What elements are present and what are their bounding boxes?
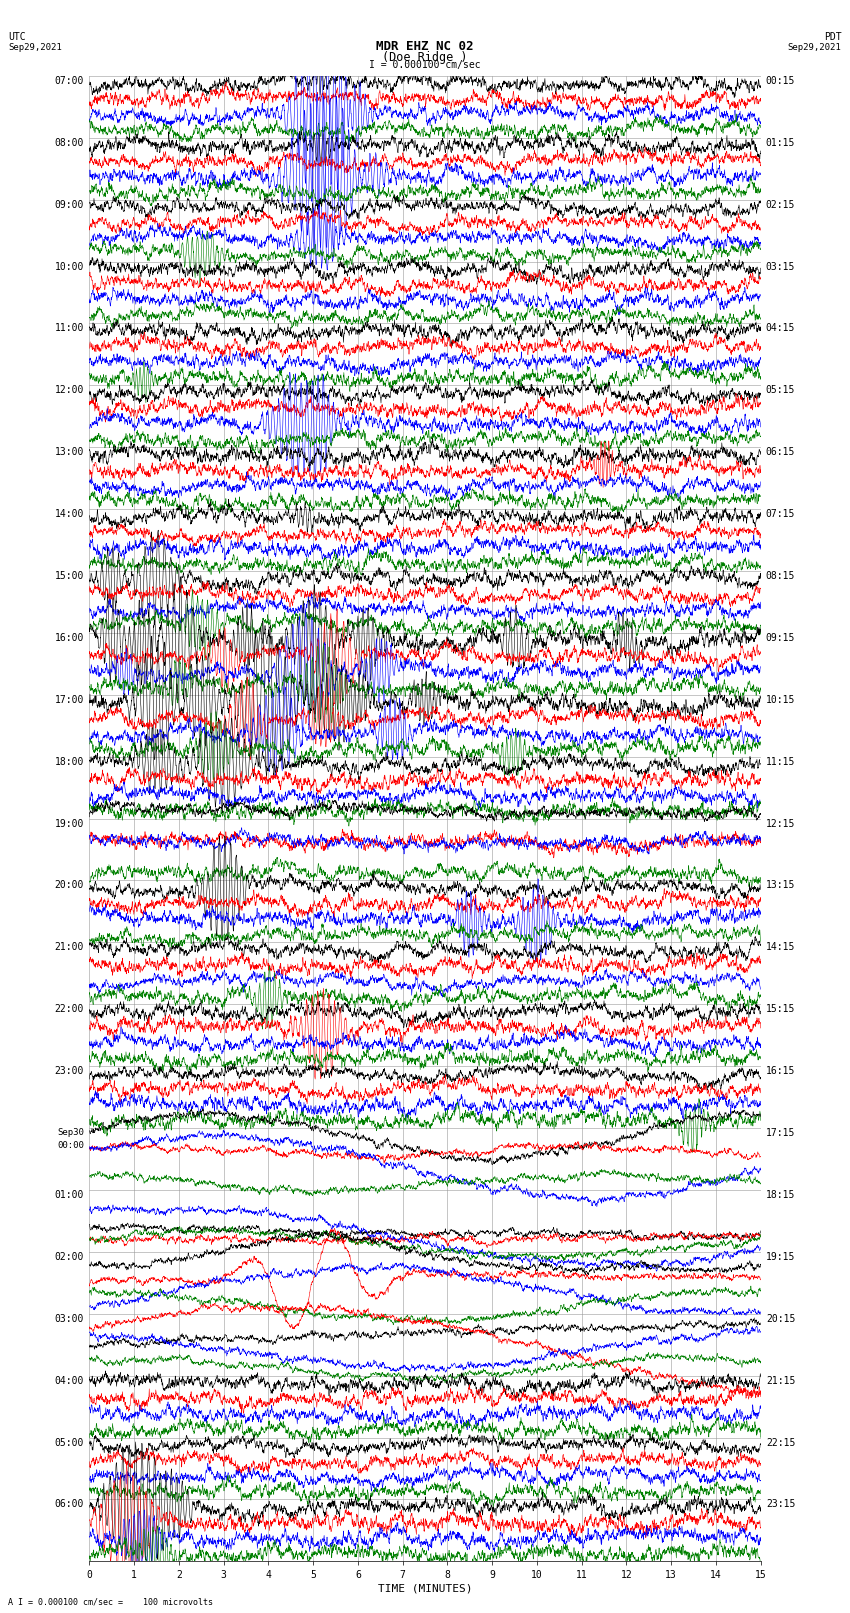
Text: 02:15: 02:15	[766, 200, 796, 210]
Text: 01:15: 01:15	[766, 137, 796, 148]
Text: 22:00: 22:00	[54, 1005, 84, 1015]
Text: 05:00: 05:00	[54, 1437, 84, 1447]
Text: MDR EHZ NC 02: MDR EHZ NC 02	[377, 39, 473, 53]
Text: 05:15: 05:15	[766, 386, 796, 395]
Text: 09:15: 09:15	[766, 632, 796, 644]
Text: 09:00: 09:00	[54, 200, 84, 210]
Text: 03:15: 03:15	[766, 261, 796, 271]
Text: 04:15: 04:15	[766, 324, 796, 334]
Text: 14:00: 14:00	[54, 510, 84, 519]
Text: 20:00: 20:00	[54, 881, 84, 890]
Text: 08:15: 08:15	[766, 571, 796, 581]
Text: 12:15: 12:15	[766, 819, 796, 829]
Text: 17:00: 17:00	[54, 695, 84, 705]
Text: 16:00: 16:00	[54, 632, 84, 644]
Text: 21:15: 21:15	[766, 1376, 796, 1386]
Text: 01:00: 01:00	[54, 1190, 84, 1200]
Text: 03:00: 03:00	[54, 1313, 84, 1324]
Text: 15:00: 15:00	[54, 571, 84, 581]
Text: 06:15: 06:15	[766, 447, 796, 456]
Text: 00:00: 00:00	[57, 1140, 84, 1150]
Text: (Doe Ridge ): (Doe Ridge )	[382, 50, 468, 65]
Text: 23:00: 23:00	[54, 1066, 84, 1076]
Text: 13:00: 13:00	[54, 447, 84, 456]
Text: 20:15: 20:15	[766, 1313, 796, 1324]
X-axis label: TIME (MINUTES): TIME (MINUTES)	[377, 1584, 473, 1594]
Text: 18:15: 18:15	[766, 1190, 796, 1200]
Text: UTC: UTC	[8, 32, 26, 42]
Text: 12:00: 12:00	[54, 386, 84, 395]
Text: 00:15: 00:15	[766, 76, 796, 85]
Text: Sep29,2021: Sep29,2021	[8, 44, 62, 52]
Text: 17:15: 17:15	[766, 1127, 796, 1139]
Text: 02:00: 02:00	[54, 1252, 84, 1261]
Text: 08:00: 08:00	[54, 137, 84, 148]
Text: A I = 0.000100 cm/sec =    100 microvolts: A I = 0.000100 cm/sec = 100 microvolts	[8, 1597, 213, 1607]
Text: 15:15: 15:15	[766, 1005, 796, 1015]
Text: 07:00: 07:00	[54, 76, 84, 85]
Text: 10:15: 10:15	[766, 695, 796, 705]
Text: 07:15: 07:15	[766, 510, 796, 519]
Text: 19:00: 19:00	[54, 819, 84, 829]
Text: 13:15: 13:15	[766, 881, 796, 890]
Text: 23:15: 23:15	[766, 1500, 796, 1510]
Text: 04:00: 04:00	[54, 1376, 84, 1386]
Text: 14:15: 14:15	[766, 942, 796, 952]
Text: Sep29,2021: Sep29,2021	[788, 44, 842, 52]
Text: 11:00: 11:00	[54, 324, 84, 334]
Text: 21:00: 21:00	[54, 942, 84, 952]
Text: 10:00: 10:00	[54, 261, 84, 271]
Text: 19:15: 19:15	[766, 1252, 796, 1261]
Text: PDT: PDT	[824, 32, 842, 42]
Text: I = 0.000100 cm/sec: I = 0.000100 cm/sec	[369, 60, 481, 71]
Text: 06:00: 06:00	[54, 1500, 84, 1510]
Text: Sep30: Sep30	[57, 1127, 84, 1137]
Text: 16:15: 16:15	[766, 1066, 796, 1076]
Text: 22:15: 22:15	[766, 1437, 796, 1447]
Text: 11:15: 11:15	[766, 756, 796, 766]
Text: 18:00: 18:00	[54, 756, 84, 766]
